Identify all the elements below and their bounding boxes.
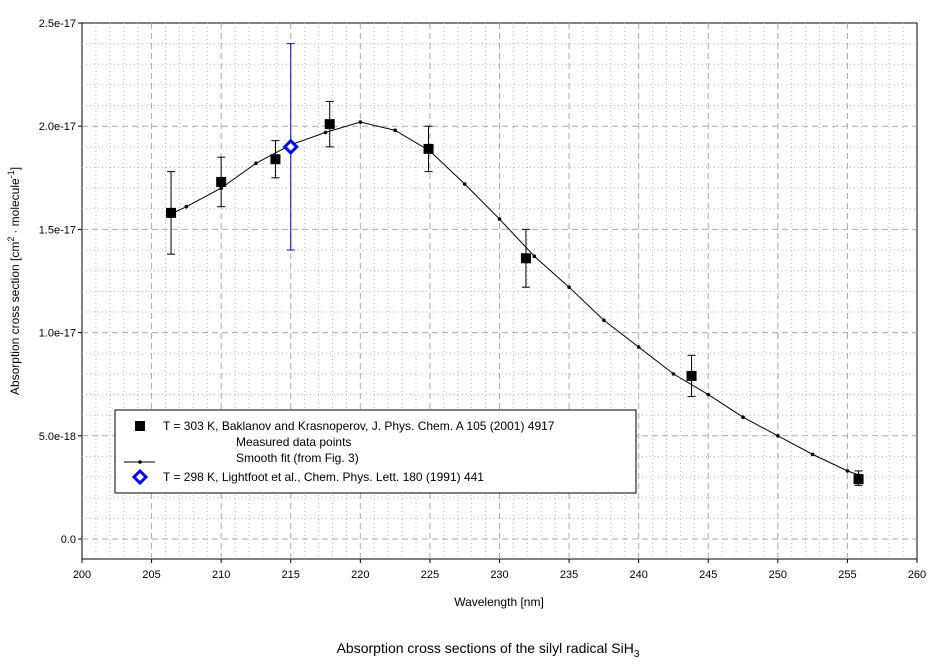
fit-point	[776, 434, 780, 438]
y-tick-label: 1.0e-17	[39, 328, 76, 340]
data-point-baklanov	[166, 207, 177, 218]
x-tick-label: 255	[838, 569, 856, 581]
chart-title: Absorption cross sections of the silyl r…	[337, 640, 640, 660]
fit-point	[845, 469, 850, 473]
y-axis-label: Absorption cross section [cm2· molecule-…	[6, 167, 22, 395]
fit-line	[170, 121, 859, 476]
data-point-baklanov	[324, 119, 335, 130]
legend-label-fit: Smooth fit (from Fig. 3)	[236, 451, 359, 465]
fit-point	[254, 161, 258, 166]
data-marks	[166, 43, 864, 486]
x-tick-label: 250	[769, 569, 787, 581]
x-tick-label: 205	[142, 569, 160, 581]
x-tick-label: 220	[351, 569, 369, 581]
legend-diamond-marker	[131, 468, 149, 486]
x-tick-label: 200	[73, 569, 91, 581]
x-tick-label: 235	[560, 569, 578, 581]
fit-point	[497, 217, 502, 221]
fit-point	[602, 318, 606, 323]
legend-label-baklanov: T = 303 K, Baklanov and Krasnoperov, J. …	[163, 419, 555, 433]
y-tick-label: 5.0e-18	[39, 431, 76, 443]
fit-point	[636, 345, 641, 349]
fit-point	[393, 128, 397, 133]
data-point-lightfoot	[282, 138, 299, 155]
data-point-baklanov	[423, 143, 434, 154]
y-tick-label: 2.0e-17	[39, 121, 76, 133]
fit-point	[462, 182, 467, 186]
x-tick-label: 210	[212, 569, 230, 581]
legend-label-lightfoot: T = 298 K, Lightfoot et al., Chem. Phys.…	[163, 470, 484, 484]
x-tick-label: 230	[490, 569, 508, 581]
legend-label-measured: Measured data points	[236, 435, 351, 449]
fit-point	[358, 120, 363, 124]
fit-point	[706, 392, 711, 397]
data-point-baklanov	[520, 253, 531, 264]
y-tick-label: 1.5e-17	[39, 224, 76, 236]
grid	[82, 23, 917, 559]
fit-point	[567, 285, 571, 289]
data-point-baklanov	[686, 370, 697, 381]
fit-point	[184, 204, 189, 209]
data-point-baklanov	[853, 474, 864, 485]
legend-square-marker	[135, 421, 145, 431]
x-tick-label: 240	[629, 569, 647, 581]
fit-point	[323, 130, 328, 135]
data-point-baklanov	[270, 154, 281, 165]
fit-point	[810, 452, 815, 457]
fit-point	[741, 415, 745, 420]
x-tick-label: 215	[282, 569, 300, 581]
fit-point	[532, 254, 537, 259]
fit-point	[671, 372, 676, 376]
y-tick-label: 0.0	[61, 534, 76, 546]
x-axis-label: Wavelength [nm]	[454, 595, 544, 609]
y-tick-label: 2.5e-17	[39, 18, 76, 30]
x-tick-label: 225	[421, 569, 439, 581]
legend: T = 303 K, Baklanov and Krasnoperov, J. …	[114, 409, 637, 494]
x-tick-label: 245	[699, 569, 717, 581]
axis-ticks: 200 205 210 215 220 225 230 235 240 245 250 255 260 0…	[39, 18, 926, 581]
x-tick-label: 260	[908, 569, 926, 581]
data-point-baklanov	[216, 176, 227, 187]
